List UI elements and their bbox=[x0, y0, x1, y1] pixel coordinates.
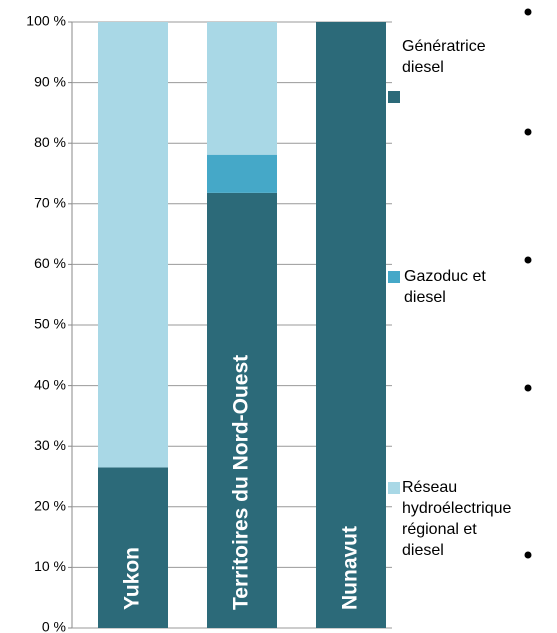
y-tick-label: 30 % bbox=[34, 437, 66, 453]
category-label: Territoires du Nord-Ouest bbox=[230, 355, 253, 610]
bar-segment bbox=[98, 467, 168, 628]
bar-segment bbox=[207, 192, 277, 628]
bullet bbox=[524, 8, 532, 16]
y-tick-label: 80 % bbox=[34, 134, 66, 150]
bullet bbox=[524, 384, 532, 392]
legend-label: Gazoduc et diesel bbox=[404, 268, 486, 306]
y-tick-label: 60 % bbox=[34, 255, 66, 271]
bar-segment bbox=[98, 22, 168, 468]
category-label: Yukon bbox=[121, 547, 144, 610]
legend-label: Génératrice diesel bbox=[402, 38, 486, 76]
legend-label: Réseau hydroélectrique régional et diese… bbox=[402, 479, 512, 559]
legend-swatch bbox=[388, 271, 400, 283]
bar-segment bbox=[316, 22, 386, 628]
legend-swatch bbox=[388, 91, 400, 103]
y-tick-label: 90 % bbox=[34, 73, 66, 89]
y-tick-label: 100 % bbox=[26, 13, 66, 29]
y-tick-label: 40 % bbox=[34, 376, 66, 392]
y-tick-label: 0 % bbox=[42, 619, 66, 633]
bullet bbox=[524, 128, 532, 136]
y-tick-label: 20 % bbox=[34, 498, 66, 514]
legend-swatch bbox=[388, 482, 400, 494]
bar-segment bbox=[207, 154, 277, 193]
y-tick-label: 70 % bbox=[34, 195, 66, 211]
y-tick-label: 10 % bbox=[34, 558, 66, 574]
y-tick-label: 50 % bbox=[34, 316, 66, 332]
bullet bbox=[524, 551, 532, 559]
category-label: Nunavut bbox=[339, 526, 362, 610]
bar-segment bbox=[207, 22, 277, 155]
bullet bbox=[524, 256, 532, 264]
